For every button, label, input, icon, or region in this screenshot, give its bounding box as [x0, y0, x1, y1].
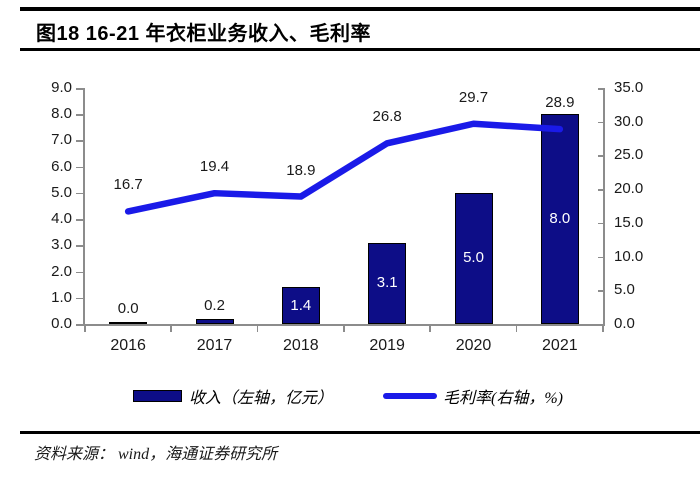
- left-axis-tick: [76, 297, 83, 300]
- left-axis-line: [83, 88, 85, 326]
- left-axis-tick: [76, 88, 83, 90]
- left-axis-tick-label: 2.0: [51, 262, 72, 280]
- right-axis-tick-label: 15.0: [614, 213, 644, 231]
- revenue-bar: [281, 287, 320, 324]
- x-axis-tick: [256, 326, 259, 332]
- bar-value-label: 5.0: [463, 249, 484, 267]
- revenue-bar-swatch: [133, 390, 182, 402]
- left-axis-tick: [76, 219, 83, 221]
- x-axis-category-label: 2019: [369, 337, 405, 354]
- bar-value-label: 3.1: [376, 274, 398, 292]
- line-value-label: 16.7: [113, 176, 143, 194]
- right-axis-tick: [598, 290, 605, 292]
- source-text: 资料来源： wind，海通证券研究所: [34, 446, 278, 463]
- right-axis-tick-label: 20.0: [614, 180, 644, 198]
- revenue-bar: [454, 192, 493, 324]
- bar-value-label: 0.0: [117, 300, 139, 317]
- x-axis-tick: [170, 326, 172, 332]
- right-axis-tick: [598, 222, 605, 225]
- right-axis-tick: [598, 88, 605, 90]
- revenue-bar: [109, 322, 148, 324]
- x-axis-line: [83, 324, 605, 326]
- legend-item-margin: 毛利率(右轴，%): [383, 384, 563, 408]
- x-axis-category-label: 2017: [196, 337, 233, 354]
- left-axis-tick: [76, 140, 83, 142]
- right-axis-tick: [598, 189, 605, 191]
- line-value-label: 19.4: [199, 158, 230, 176]
- x-axis-tick: [515, 326, 518, 332]
- figure-title: 图18 16-21 年衣柜业务收入、毛利率: [36, 23, 372, 45]
- left-axis-tick-label: 1.0: [51, 288, 72, 306]
- right-axis-tick: [598, 155, 605, 157]
- x-axis-tick: [84, 326, 86, 332]
- x-axis-category-label: 2016: [110, 337, 146, 354]
- right-axis-tick-label: 10.0: [614, 247, 644, 265]
- left-axis-tick: [76, 245, 83, 247]
- left-axis-tick-label: 7.0: [51, 131, 72, 149]
- right-axis-tick: [598, 256, 605, 259]
- line-value-label: 28.9: [545, 94, 575, 112]
- x-axis-tick: [429, 326, 431, 332]
- chart-legend: 收入（左轴，亿元） 毛利率(右轴，%): [0, 384, 700, 408]
- margin-line-swatch: [383, 393, 437, 399]
- line-value-label: 29.7: [458, 88, 489, 106]
- right-axis-tick-label: 35.0: [614, 79, 644, 96]
- bar-value-label: 8.0: [549, 210, 571, 228]
- left-axis-tick-label: 3.0: [51, 236, 72, 254]
- bar-value-label: 1.4: [290, 296, 312, 314]
- x-axis-category-label: 2020: [455, 337, 492, 354]
- left-axis-tick-label: 9.0: [51, 79, 72, 96]
- left-axis-tick-label: 4.0: [51, 210, 72, 228]
- legend-revenue-label: 收入（左轴，亿元）: [189, 390, 334, 407]
- x-axis-category-label: 2021: [542, 337, 578, 354]
- left-axis-tick: [76, 324, 83, 326]
- left-axis-tick-label: 0.0: [51, 315, 72, 332]
- bar-value-label: 0.2: [204, 296, 225, 314]
- right-axis-tick: [598, 121, 605, 124]
- left-axis-tick: [76, 192, 83, 195]
- right-axis-tick-label: 25.0: [614, 146, 644, 164]
- source-rule: [20, 431, 700, 434]
- x-axis-category-label: 2018: [283, 337, 319, 354]
- title-top-rule: [20, 7, 700, 11]
- right-axis-tick-label: 30.0: [614, 112, 644, 130]
- left-axis-tick-label: 8.0: [51, 105, 72, 123]
- right-axis-line: [603, 88, 605, 326]
- left-axis-tick: [76, 166, 83, 169]
- right-axis-tick-label: 5.0: [614, 281, 635, 299]
- revenue-bar: [195, 318, 234, 324]
- line-value-label: 26.8: [372, 108, 402, 126]
- legend-margin-label: 毛利率(右轴，%): [443, 390, 563, 407]
- x-axis-tick: [602, 326, 604, 332]
- line-value-label: 18.9: [286, 161, 316, 179]
- left-axis-tick-label: 6.0: [51, 157, 72, 175]
- left-axis-tick-label: 5.0: [51, 183, 72, 201]
- title-bottom-rule: [20, 48, 700, 51]
- right-axis-tick: [598, 324, 605, 326]
- left-axis-tick: [76, 114, 83, 116]
- legend-item-revenue: 收入（左轴，亿元）: [133, 384, 333, 408]
- revenue-bar: [368, 242, 407, 324]
- x-axis-tick: [343, 326, 345, 332]
- right-axis-tick-label: 0.0: [614, 315, 635, 332]
- left-axis-tick: [76, 271, 83, 274]
- margin-line-path: [124, 120, 564, 215]
